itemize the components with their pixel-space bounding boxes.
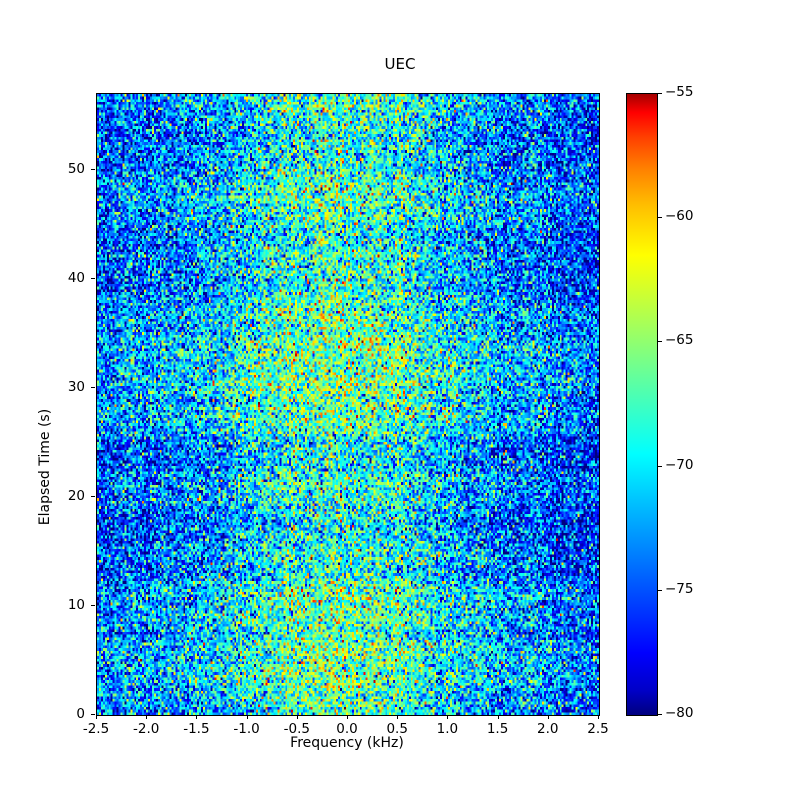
colorbar-gradient	[627, 94, 657, 715]
colorbar-tick-label: −80	[665, 705, 694, 721]
x-tick	[246, 715, 248, 719]
x-tick-label: -0.5	[283, 721, 310, 737]
x-tick-label: -1.5	[183, 721, 210, 737]
x-tick	[146, 715, 148, 719]
y-axis-label: Elapsed Time (s)	[37, 408, 53, 526]
y-tick	[91, 169, 95, 171]
title-line-station: UEC	[384, 55, 416, 73]
x-tick-label: 0.5	[386, 721, 408, 737]
colorbar-tick-label: −75	[665, 580, 694, 597]
y-tick	[91, 387, 95, 389]
y-tick-label: 50	[67, 161, 85, 178]
colorbar	[626, 93, 658, 716]
x-tick	[196, 715, 198, 719]
y-tick-label: 40	[67, 270, 85, 287]
x-tick-label: 1.0	[436, 721, 459, 737]
y-tick	[91, 605, 95, 607]
x-tick-label: -2.5	[82, 721, 110, 737]
x-tick-label: 2.5	[587, 721, 609, 737]
colorbar-tick-label: −60	[665, 208, 694, 225]
x-tick	[497, 715, 499, 719]
y-tick-label: 30	[67, 379, 85, 396]
colorbar-tick	[657, 93, 662, 94]
y-tick-label: 10	[67, 597, 85, 614]
colorbar-tick	[657, 589, 662, 591]
x-tick	[296, 715, 298, 719]
x-tick	[397, 715, 399, 719]
x-tick	[547, 715, 549, 719]
x-tick	[598, 715, 599, 719]
x-tick-label: 2.0	[537, 721, 559, 737]
colorbar-tick	[657, 341, 662, 343]
y-axis-label-wrap: Elapsed Time (s)	[10, 93, 53, 714]
x-tick-label: 0.0	[336, 721, 358, 737]
y-tick	[91, 496, 95, 498]
spectrogram-axes	[96, 93, 600, 716]
colorbar-label-wrap: Power (dB)	[690, 93, 730, 714]
x-tick	[96, 715, 97, 719]
y-tick-label: 20	[67, 488, 85, 505]
y-tick	[91, 278, 95, 280]
colorbar-tick-label: −55	[665, 84, 694, 100]
x-tick-label: -1.0	[233, 721, 260, 737]
x-axis-label: Frequency (kHz)	[290, 735, 404, 751]
colorbar-tick	[657, 714, 662, 715]
x-tick	[447, 715, 449, 719]
y-tick	[91, 714, 95, 715]
x-tick-label: 1.5	[486, 721, 509, 737]
colorbar-tick-label: −65	[665, 332, 694, 349]
colorbar-tick	[657, 465, 662, 467]
x-tick-label: -2.0	[133, 721, 160, 737]
colorbar-tick	[657, 217, 662, 219]
y-tick-label: 0	[76, 706, 85, 722]
x-tick	[347, 715, 348, 719]
spectrogram-image	[97, 94, 599, 715]
colorbar-tick-label: −70	[665, 456, 694, 473]
